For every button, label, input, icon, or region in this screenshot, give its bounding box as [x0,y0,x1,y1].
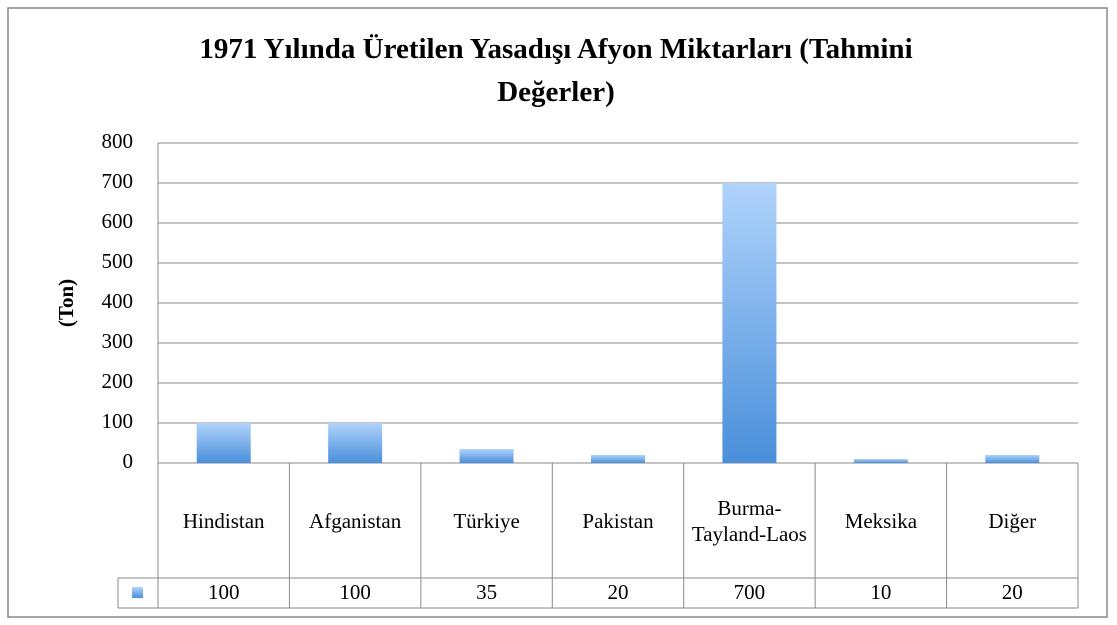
y-tick-label: 600 [102,209,134,233]
bar [328,423,383,463]
x-tick-label: Hindistan [182,508,265,533]
title-box: 1971 Yılında Üretilen Yasadışı Afyon Mik… [199,33,913,108]
y-tick-label: 0 [123,449,134,473]
x-tick-label: Meksika [844,508,918,533]
table-value: 100 [208,580,240,604]
bar [722,183,777,463]
chart-border [7,7,1108,618]
x-tick-label: Diğer [988,508,1037,533]
x-tick-label: Afganistan [309,508,402,533]
y-axis-label: (Ton) [54,279,78,327]
chart-title: 1971 Yılında Üretilen Yasadışı Afyon Mik… [199,33,913,108]
legend-marker [132,587,143,598]
bar [985,455,1040,463]
y-tick-label: 200 [102,369,134,393]
bar [591,455,645,463]
y-tick-label: 100 [102,409,134,433]
y-tick-label: 500 [102,249,134,273]
bar [853,459,908,463]
y-tick-label: 700 [102,169,134,193]
table-value: 10 [870,580,891,604]
table-value: 20 [1002,580,1023,604]
x-tick-label: Pakistan [582,508,654,533]
x-tick-label: Türkiye [453,508,520,533]
table-value: 35 [476,580,497,604]
y-tick-label: 300 [102,329,134,353]
bar [459,449,514,463]
table-value: 100 [339,580,371,604]
table-value: 20 [608,580,629,604]
y-tick-label: 400 [102,289,134,313]
x-tick-label: Burma-Tayland-Laos [691,495,807,546]
y-tick-label: 800 [102,129,134,153]
bar [196,423,251,463]
table-value: 700 [734,580,766,604]
